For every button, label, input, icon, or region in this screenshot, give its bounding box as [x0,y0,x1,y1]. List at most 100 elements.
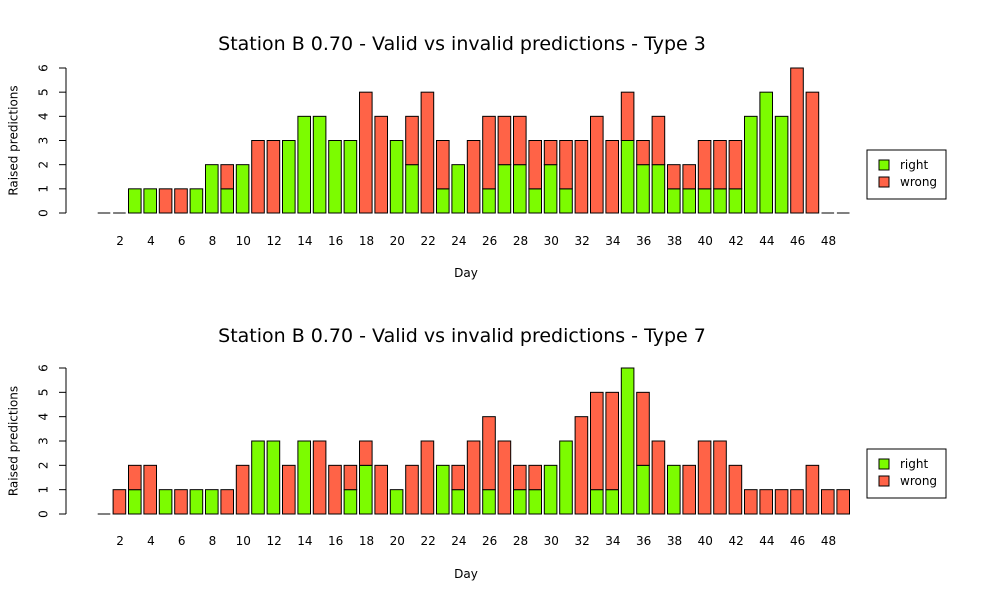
chart-title: Station B 0.70 - Valid vs invalid predic… [218,325,706,347]
x-tick-label: 4 [147,234,155,248]
bar-wrong [251,140,265,214]
legend-swatch-wrong [878,475,890,487]
bar-right [128,489,142,515]
x-tick-label: 34 [605,534,620,548]
bar-wrong [790,67,804,214]
legend-label-wrong: wrong [900,474,937,488]
chart-panel-type-3: Station B 0.70 - Valid vs invalid predic… [7,33,947,280]
bar-right [590,489,604,515]
x-tick-label: 16 [328,534,343,548]
x-tick-label: 8 [209,234,217,248]
x-tick-label: 46 [790,234,805,248]
x-tick-label: 38 [667,534,682,548]
x-tick-label: 28 [513,534,528,548]
bar-wrong [174,489,188,515]
x-tick-label: 48 [821,234,836,248]
bar-wrong [528,140,543,190]
x-axis-label: Day [454,567,478,581]
bar-right [667,188,681,214]
x-tick-label: 38 [667,234,682,248]
legend: right wrong [866,149,947,200]
bar-right [682,188,697,214]
bar-right [436,188,450,214]
bar-wrong [574,140,589,214]
x-tick-label: 24 [451,234,466,248]
bar-right [297,440,311,515]
legend-swatch-wrong [878,176,890,188]
x-tick-label: 20 [390,234,405,248]
y-axis-label: Raised predictions [7,386,21,496]
y-tick-label: 6 [37,64,51,72]
x-tick-label: 44 [759,234,774,248]
bar-right [559,188,573,214]
bar-wrong [559,140,573,190]
x-tick-label: 10 [236,234,251,248]
bar-wrong [235,464,250,515]
bar-wrong [328,464,342,515]
y-tick-label: 2 [37,462,51,470]
bar-right [774,115,789,214]
bar-right [543,464,558,515]
bar-right [328,140,342,214]
bar-right [189,188,204,214]
x-tick-label: 30 [544,534,559,548]
x-tick-label: 28 [513,234,528,248]
bar-wrong [697,140,712,190]
bar-right [528,188,543,214]
x-tick-label: 6 [178,234,186,248]
y-tick-label: 3 [37,137,51,145]
bar-right [728,188,743,214]
bar-wrong [405,115,419,166]
y-tick-label: 1 [37,185,51,193]
bar-wrong [158,188,173,214]
bar-wrong [636,140,650,166]
x-tick-label: 44 [759,534,774,548]
x-tick-label: 42 [728,534,743,548]
x-tick-label: 22 [420,234,435,248]
bar-wrong [220,489,234,515]
bar-right [451,489,465,515]
bar-wrong [497,440,512,515]
legend-box [866,448,947,499]
bar-wrong [420,440,435,515]
bar-wrong [605,140,620,214]
x-tick-label: 16 [328,234,343,248]
bar-wrong [266,140,281,214]
bar-right [667,464,681,515]
bar-right [266,440,281,515]
bar-wrong [359,91,373,214]
legend-swatch-right [878,458,890,470]
bar-right [744,115,758,214]
bar-right [189,489,204,515]
bar-wrong [528,464,543,491]
bar-wrong [451,464,465,491]
bar-wrong [112,489,127,515]
bar-wrong [359,440,373,466]
bar-right [128,188,142,214]
bar-wrong [805,464,820,515]
x-tick-label: 24 [451,534,466,548]
bar-wrong [713,440,727,515]
legend-swatch-right [878,159,890,171]
bar-right [312,115,327,214]
bar-right [405,164,419,214]
x-tick-label: 14 [297,234,312,248]
bar-wrong [220,164,234,190]
bar-right [497,164,512,214]
chart-panel-type-7: Station B 0.70 - Valid vs invalid predic… [7,325,947,581]
bar-right [235,164,250,214]
bar-right [389,489,404,515]
bar-wrong [513,464,527,491]
bar-wrong [713,140,727,190]
y-tick-label: 6 [37,364,51,372]
x-tick-label: 14 [297,534,312,548]
bar-wrong [374,115,388,214]
bar-wrong [682,164,697,190]
bar-wrong [590,115,604,214]
legend-label-right: right [900,158,928,172]
bar-right [620,140,635,214]
bar-right [759,91,774,214]
x-tick-label: 20 [390,534,405,548]
x-tick-label: 26 [482,534,497,548]
bar-wrong [620,91,635,141]
